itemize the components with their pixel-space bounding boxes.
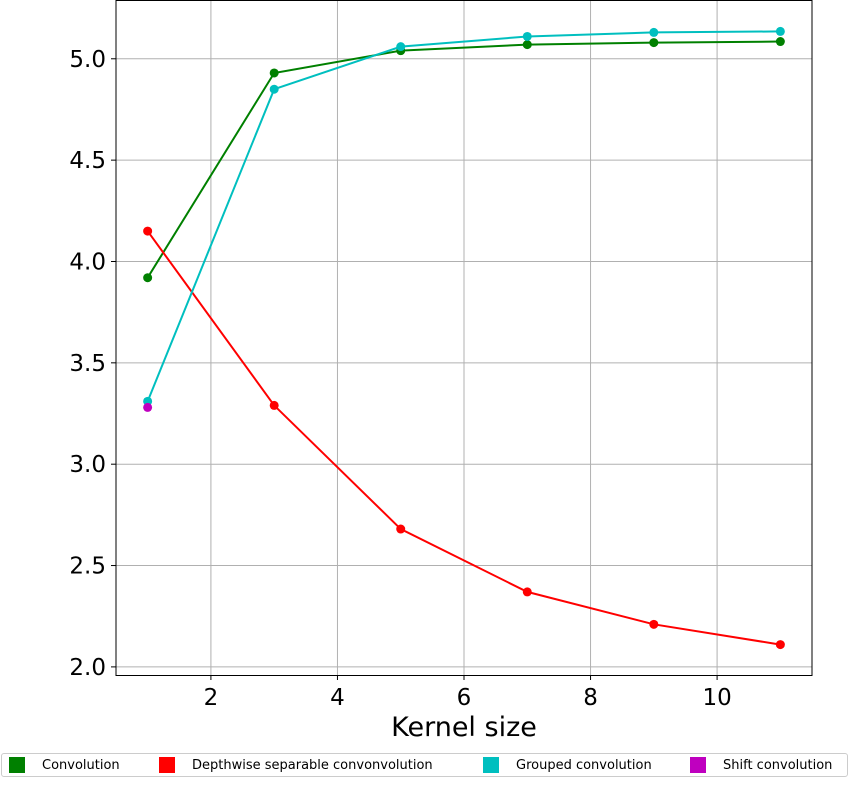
axis-ticks: 2 4 6 8 10 2.0 2.5 3.0 3.5 4.0 4.5 5.0: [69, 47, 731, 711]
grid-lines: [116, 0, 812, 675]
data-point: [269, 400, 279, 410]
data-point: [269, 84, 279, 94]
data-point: [775, 26, 785, 36]
data-point: [649, 27, 659, 37]
data-point: [522, 587, 532, 597]
data-point: [649, 38, 659, 48]
x-tick-label: 6: [457, 685, 472, 711]
legend-item: Convolution: [9, 754, 120, 776]
legend-item: Depthwise separable convonvolution: [159, 754, 433, 776]
legend-label: Grouped convolution: [516, 757, 652, 773]
legend-swatch: [9, 757, 25, 773]
line-chart: 2 4 6 8 10 2.0 2.5 3.0 3.5 4.0 4.5 5.0 Kernel size: [69, 0, 813, 743]
data-point: [649, 619, 659, 629]
y-tick-label: 5.0: [69, 47, 106, 73]
series-shift-convolution: [143, 402, 153, 412]
series-layer: [143, 26, 785, 650]
data-point: [143, 273, 153, 283]
legend-swatch: [159, 757, 175, 773]
data-point: [522, 31, 532, 41]
data-point: [396, 42, 406, 52]
data-point: [396, 524, 406, 534]
data-point: [522, 40, 532, 50]
legend-item: Grouped convolution: [483, 754, 652, 776]
y-tick-label: 3.0: [69, 452, 106, 478]
legend-swatch: [690, 757, 706, 773]
y-tick-label: 3.5: [69, 351, 106, 377]
series-line: [146, 30, 781, 402]
y-tick-label: 2.0: [69, 655, 106, 681]
data-point: [775, 640, 785, 650]
data-point: [143, 402, 153, 412]
x-tick-label: 4: [330, 685, 345, 711]
x-tick-label: 2: [204, 685, 219, 711]
y-tick-label: 4.5: [69, 148, 106, 174]
legend-item: Shift convolution: [690, 754, 832, 776]
legend-label: Shift convolution: [723, 757, 833, 773]
x-tick-label: 8: [583, 685, 598, 711]
legend: Convolution Depthwise separable convonvol…: [1, 753, 848, 777]
legend-label: Depthwise separable convonvolution: [192, 757, 433, 773]
x-tick-label: 10: [702, 685, 731, 711]
x-axis-title: Kernel size: [391, 712, 537, 743]
legend-label: Convolution: [42, 757, 120, 773]
data-point: [269, 68, 279, 78]
data-point: [143, 226, 153, 236]
series-line: [146, 40, 781, 279]
series-depthwise-separable-convonvolution: [143, 226, 785, 650]
y-tick-label: 4.0: [69, 249, 106, 275]
legend-swatch: [483, 757, 499, 773]
series-line: [146, 230, 781, 646]
y-tick-label: 2.5: [69, 554, 106, 580]
data-point: [775, 37, 785, 47]
